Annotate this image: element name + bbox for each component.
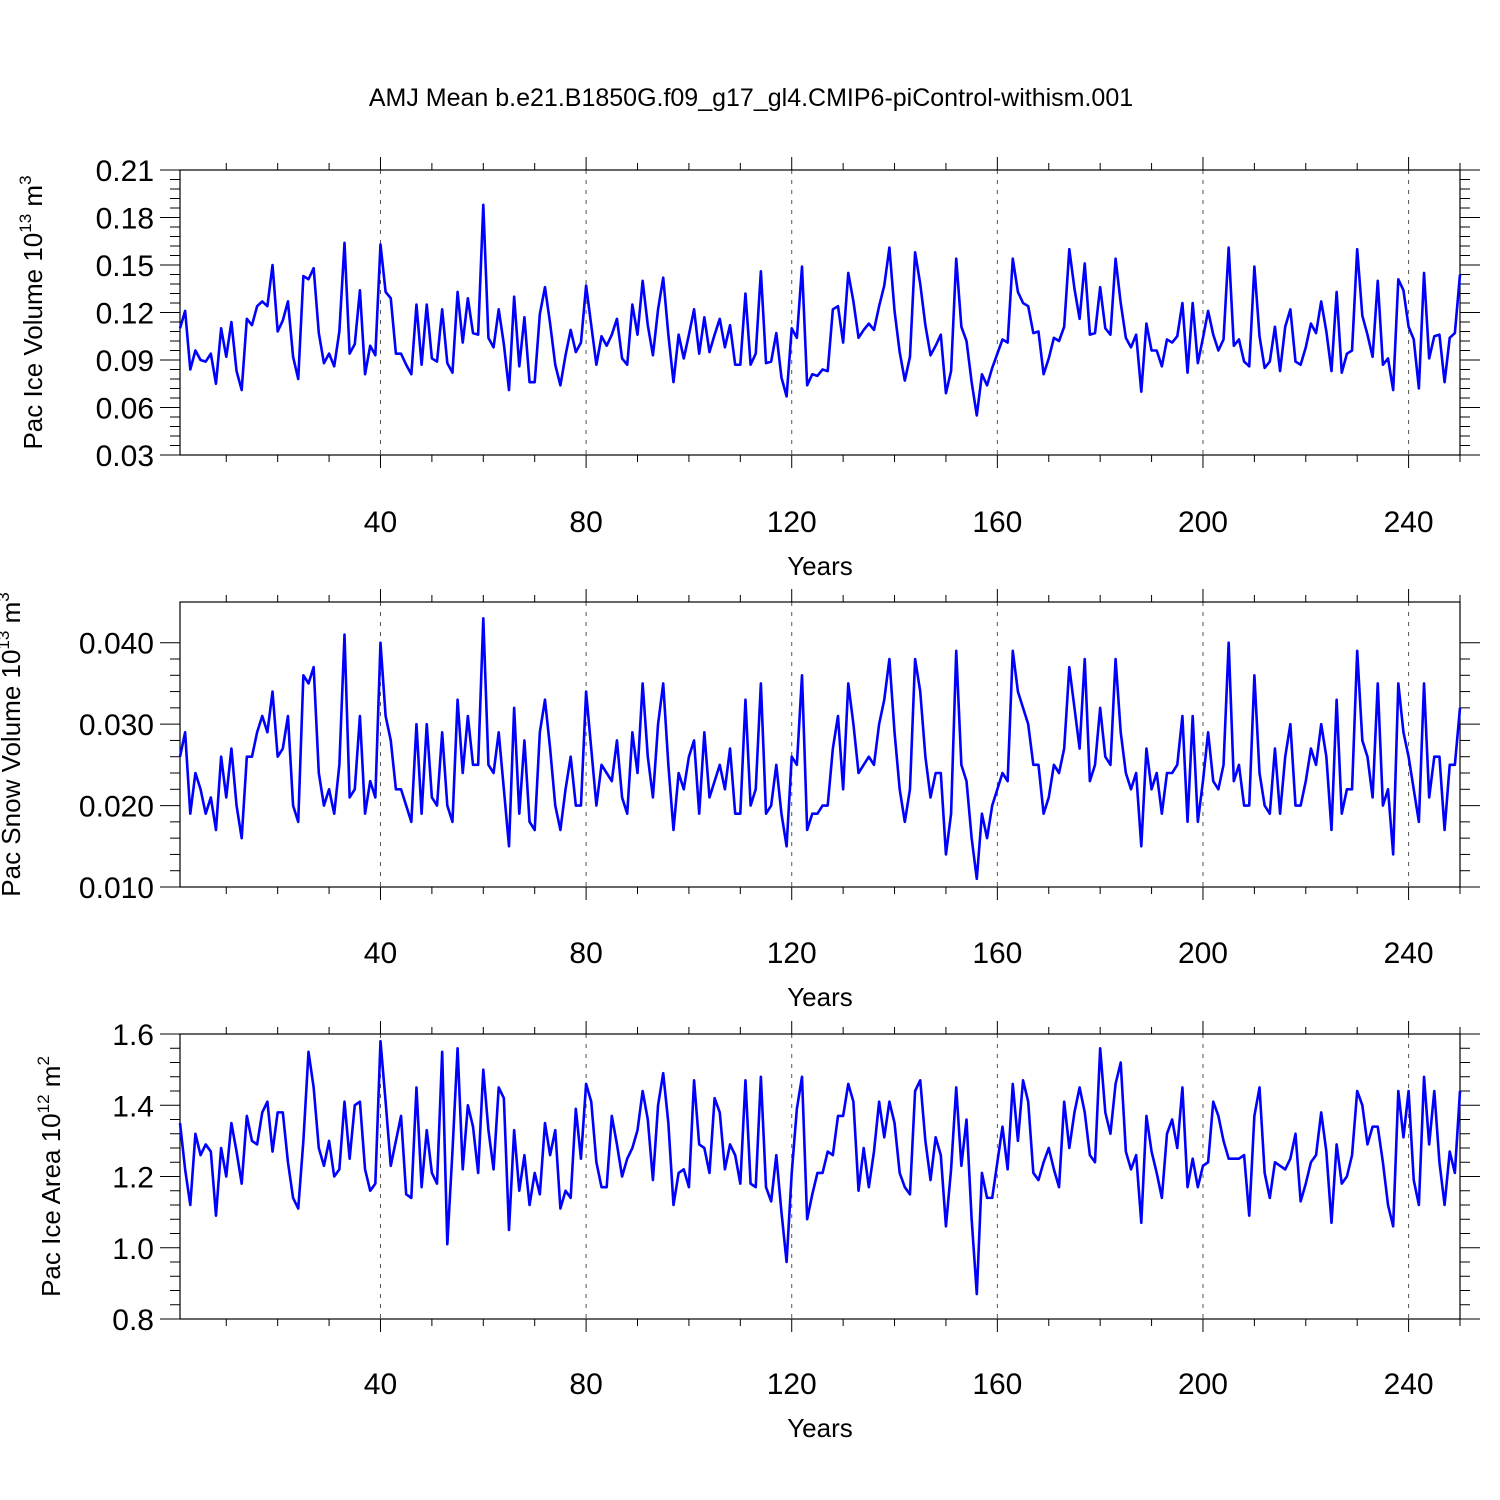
x-tick-label: 80: [569, 506, 602, 539]
x-tick-label: 160: [972, 937, 1022, 970]
y-tick-label: 0.06: [96, 393, 154, 426]
y-tick-label: 0.010: [79, 872, 154, 905]
x-tick-label: 240: [1384, 1368, 1434, 1401]
y-tick-label: 0.8: [112, 1304, 154, 1337]
y-tick-label: 0.09: [96, 345, 154, 378]
y-tick-label: 1.6: [112, 1019, 154, 1052]
x-tick-label: 200: [1178, 506, 1228, 539]
y-tick-label: 0.03: [96, 440, 154, 473]
x-tick-label: 80: [569, 937, 602, 970]
y-tick-label: 1.0: [112, 1233, 154, 1266]
y-tick-label: 0.21: [96, 155, 154, 188]
figure-title: AMJ Mean b.e21.B1850G.f09_g17_gl4.CMIP6-…: [369, 84, 1133, 112]
y-tick-label: 0.030: [79, 709, 154, 742]
y-axis-label: Pac Ice Volume 1013 m3: [16, 175, 48, 449]
x-tick-label: 120: [767, 937, 817, 970]
panel-1: 0.03 0.06 0.09 0.12 0.15 0.18 0.21 40 80 120 160 20…: [16, 155, 1480, 581]
panel-3: 0.8 1.0 1.2 1.4 1.6 40 80 120 160 200 240 Years Pac …: [34, 1019, 1480, 1443]
x-tick-label: 40: [364, 937, 397, 970]
y-tick-label: 0.12: [96, 298, 154, 331]
x-tick-label: 240: [1384, 937, 1434, 970]
y-tick-label: 1.2: [112, 1162, 154, 1195]
x-tick-label: 160: [972, 1368, 1022, 1401]
series-line: [178, 203, 1462, 417]
x-tick-label: 80: [569, 1368, 602, 1401]
panel-2: 0.010 0.020 0.030 0.040 40 80 120 160 200 240 Year…: [0, 589, 1480, 1012]
y-tick-label: 1.4: [112, 1090, 154, 1123]
plot-frame: [179, 169, 1461, 456]
x-tick-label: 160: [972, 506, 1022, 539]
series-line: [178, 616, 1462, 881]
x-tick-label: 40: [364, 506, 397, 539]
y-tick-label: 0.18: [96, 203, 154, 236]
x-axis-label: Years: [787, 1413, 853, 1443]
y-axis-label: Pac Snow Volume 1013 m3: [0, 592, 26, 896]
series-line: [178, 1039, 1462, 1296]
x-tick-label: 200: [1178, 937, 1228, 970]
y-tick-label: 0.020: [79, 791, 154, 824]
x-tick-label: 120: [767, 506, 817, 539]
plot-frame: [179, 601, 1461, 888]
x-axis-label: Years: [787, 551, 853, 581]
x-tick-label: 200: [1178, 1368, 1228, 1401]
y-tick-label: 0.15: [96, 250, 154, 283]
y-tick-label: 0.040: [79, 628, 154, 661]
x-tick-label: 240: [1384, 506, 1434, 539]
y-axis-label: Pac Ice Area 1012 m2: [34, 1056, 66, 1297]
x-tick-label: 120: [767, 1368, 817, 1401]
plot-frame: [179, 1033, 1461, 1320]
x-axis-label: Years: [787, 982, 853, 1012]
x-tick-label: 40: [364, 1368, 397, 1401]
